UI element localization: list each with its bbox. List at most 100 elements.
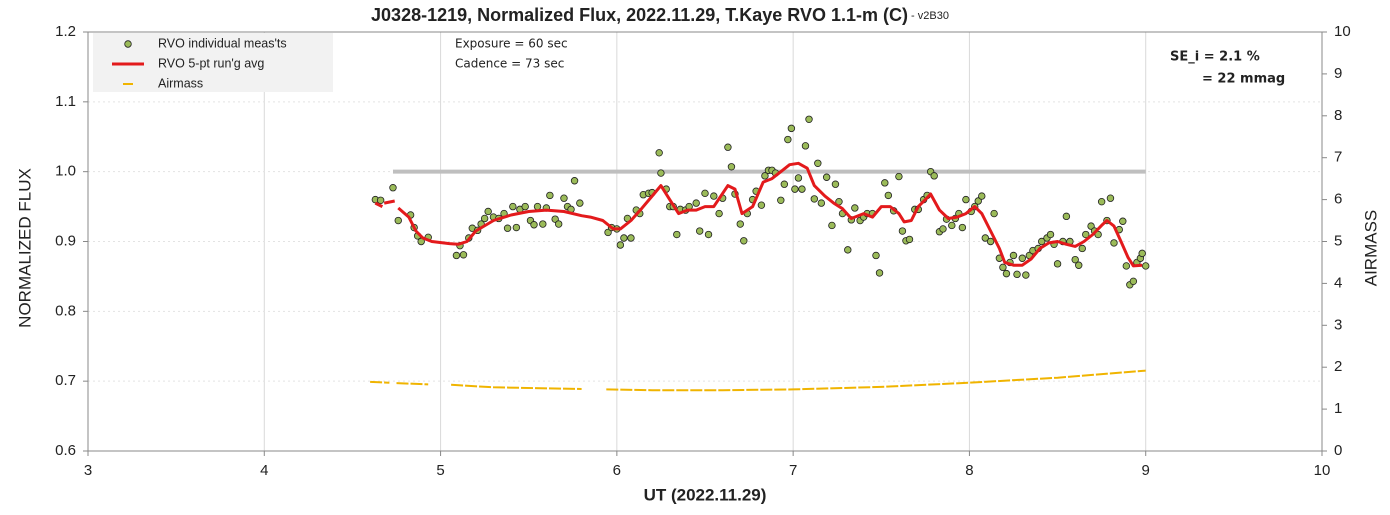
legend: RVO individual meas'ts RVO 5-pt run'g avg… xyxy=(93,33,333,92)
data-point xyxy=(512,223,521,232)
data-point xyxy=(791,185,799,193)
y2-tick-label: 9 xyxy=(1334,65,1342,82)
data-point xyxy=(1018,254,1027,262)
data-point xyxy=(1022,271,1030,279)
legend-label: Airmass xyxy=(158,76,203,90)
y-tick-label: 1.0 xyxy=(55,163,76,180)
y2-tick-label: 8 xyxy=(1334,107,1342,124)
data-point xyxy=(554,220,563,228)
data-point xyxy=(570,177,579,185)
data-point xyxy=(740,237,748,245)
legend-label: RVO 5-pt run'g avg xyxy=(158,56,264,70)
data-point xyxy=(724,143,732,151)
data-point xyxy=(1087,222,1095,230)
y-axis-label: NORMALIZED FLUX xyxy=(15,168,34,328)
data-point xyxy=(376,196,385,204)
x-tick-label: 10 xyxy=(1314,462,1331,479)
data-point xyxy=(999,263,1007,272)
data-point xyxy=(761,172,769,180)
data-point xyxy=(884,191,893,200)
data-point xyxy=(1110,239,1118,247)
average-line xyxy=(374,161,1143,268)
data-point xyxy=(905,235,914,244)
airmass-line xyxy=(370,369,1146,392)
x-tick-label: 8 xyxy=(965,462,973,479)
data-point xyxy=(551,215,559,223)
legend-label: RVO individual meas'ts xyxy=(158,36,287,50)
data-point xyxy=(1013,270,1021,279)
data-point xyxy=(822,173,831,181)
x-tick-label: 3 xyxy=(84,462,92,479)
data-point xyxy=(616,241,625,249)
data-point xyxy=(1119,217,1127,225)
y-tick-label: 0.8 xyxy=(55,302,76,319)
data-point xyxy=(828,221,836,230)
data-point xyxy=(530,221,538,229)
data-point xyxy=(696,227,704,235)
data-point xyxy=(844,246,852,254)
data-point xyxy=(1038,237,1046,246)
data-point xyxy=(974,197,982,205)
x-tick-label: 7 xyxy=(789,462,797,479)
data-point xyxy=(895,172,903,181)
data-point xyxy=(881,179,889,187)
data-point xyxy=(784,135,792,144)
data-point xyxy=(1138,249,1146,258)
y2-tick-label: 7 xyxy=(1334,149,1342,166)
y-tick-label: 0.7 xyxy=(55,372,76,389)
annotation: SE_i = 2.1 % xyxy=(1170,50,1260,65)
data-point xyxy=(657,169,665,177)
data-point xyxy=(1075,261,1083,269)
annotation: Exposure = 60 sec xyxy=(455,37,568,51)
data-point xyxy=(503,224,512,232)
legend-marker xyxy=(124,40,132,48)
data-point xyxy=(787,124,796,133)
data-point xyxy=(604,228,612,237)
data-point xyxy=(777,196,785,204)
data-point xyxy=(981,234,989,242)
data-point xyxy=(898,227,907,235)
data-point xyxy=(521,202,529,211)
y2-tick-label: 1 xyxy=(1334,400,1342,417)
data-point xyxy=(394,216,402,225)
data-point xyxy=(978,192,986,200)
data-point xyxy=(1002,269,1011,278)
data-point xyxy=(798,185,806,193)
data-point xyxy=(1142,262,1150,270)
x-tick-label: 4 xyxy=(260,462,268,479)
chart-title: J0328-1219, Normalized Flux, 2022.11.29,… xyxy=(371,5,949,25)
y2-tick-label: 5 xyxy=(1334,232,1342,249)
plot-area xyxy=(83,31,1327,456)
data-point xyxy=(1046,230,1055,239)
x-axis-label: UT (2022.11.29) xyxy=(644,485,767,504)
data-point xyxy=(736,220,744,228)
y2-tick-label: 10 xyxy=(1334,23,1351,40)
data-point xyxy=(831,180,840,188)
annotation: Cadence = 73 sec xyxy=(455,57,564,71)
data-point xyxy=(780,180,789,188)
data-point xyxy=(962,195,970,204)
y2-tick-label: 3 xyxy=(1334,316,1342,333)
data-point xyxy=(930,172,938,180)
data-point xyxy=(710,192,718,200)
data-point xyxy=(990,209,998,218)
data-point xyxy=(1053,260,1062,268)
plot-frame xyxy=(87,31,1323,452)
data-point xyxy=(1129,277,1138,286)
x-tick-label: 5 xyxy=(436,462,444,479)
data-point xyxy=(539,220,547,228)
data-point xyxy=(1097,197,1106,206)
data-point xyxy=(757,201,766,209)
y2-tick-label: 6 xyxy=(1334,191,1342,208)
data-point xyxy=(794,174,803,182)
data-point xyxy=(805,115,813,123)
title-text: J0328-1219, Normalized Flux, 2022.11.29,… xyxy=(371,5,908,25)
data-point xyxy=(452,251,461,260)
data-point xyxy=(875,269,884,277)
data-point xyxy=(727,163,736,171)
y-tick-label: 1.2 xyxy=(55,23,76,40)
data-point xyxy=(872,251,880,260)
data-point xyxy=(627,234,635,242)
data-point xyxy=(801,142,810,150)
